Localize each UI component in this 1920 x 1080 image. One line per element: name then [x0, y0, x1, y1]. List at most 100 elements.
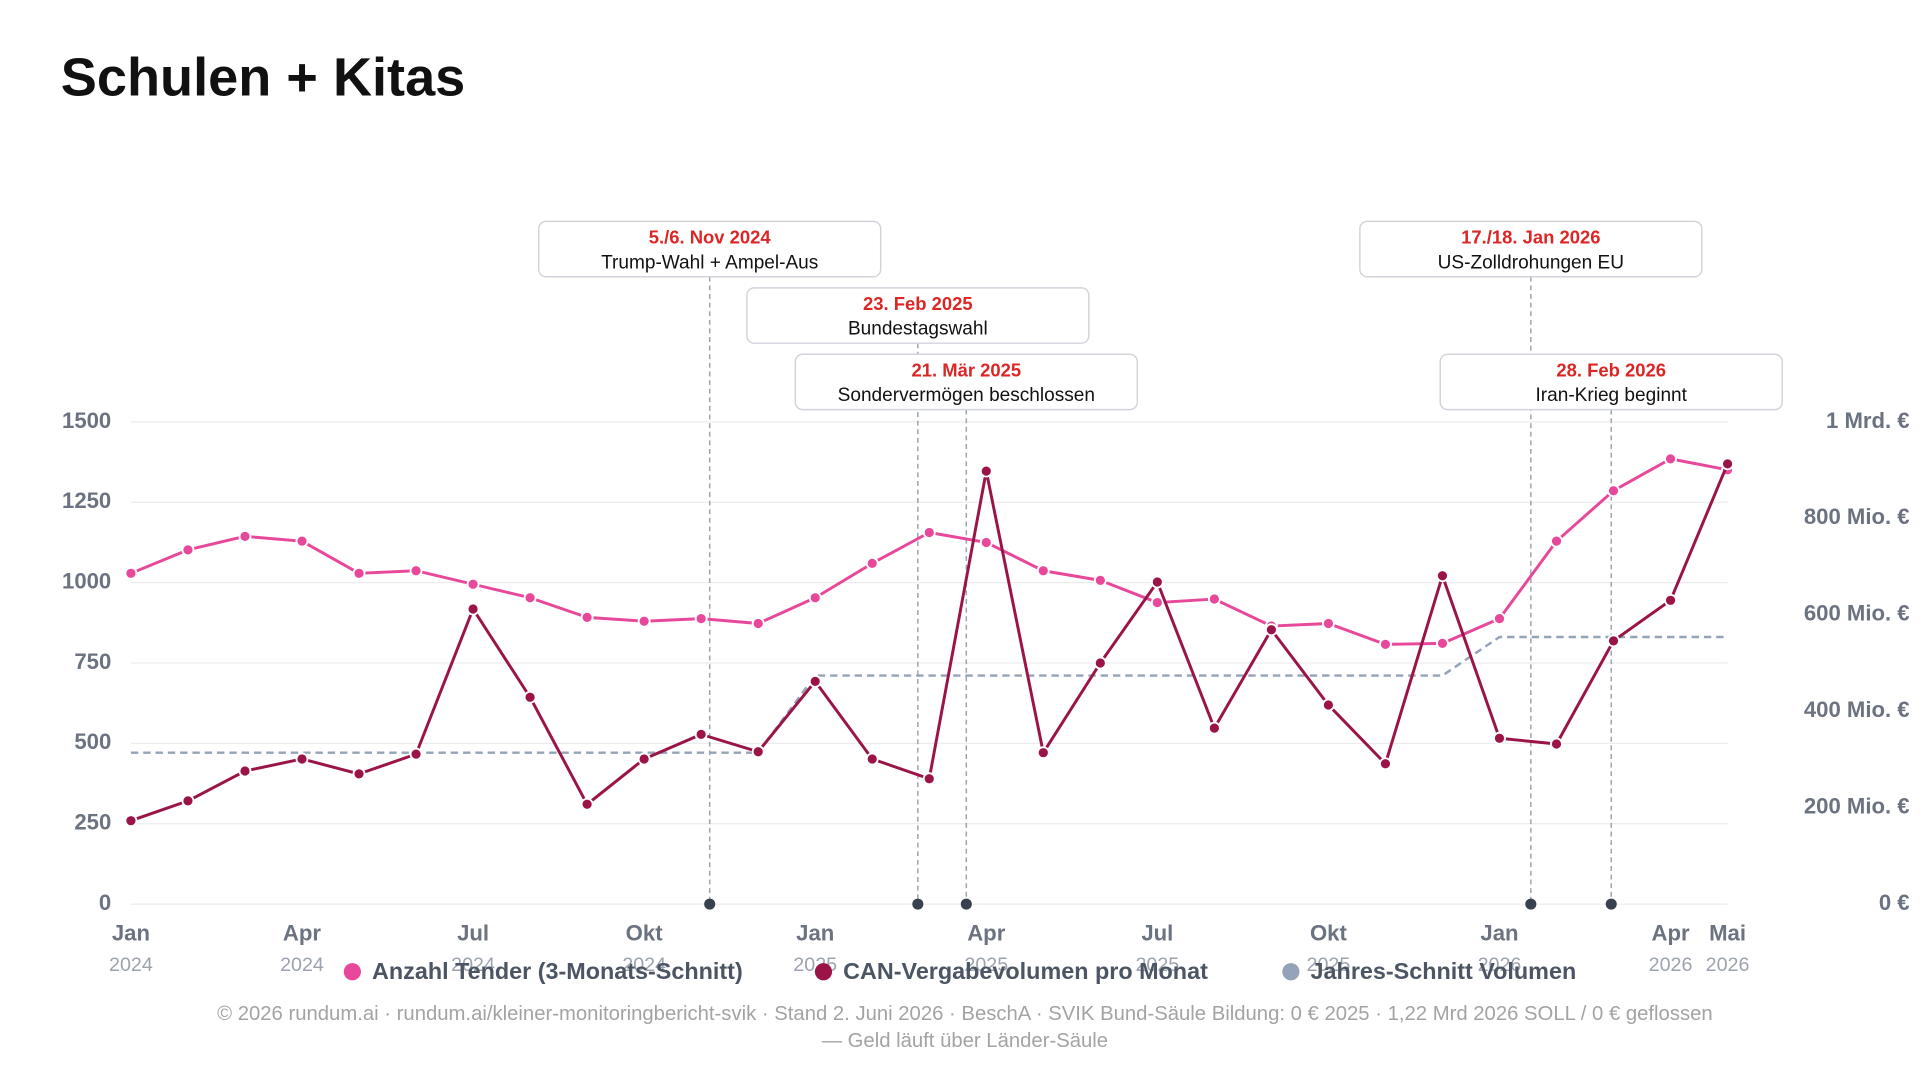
series-point [1550, 737, 1563, 751]
series-point [1378, 637, 1392, 651]
x-tick-year: 2026 [1649, 954, 1693, 976]
series-point [181, 794, 195, 808]
series-point [751, 617, 765, 630]
series-point [409, 747, 423, 761]
series-point [1607, 634, 1620, 648]
series-point [295, 534, 309, 548]
series-point [1664, 452, 1677, 466]
x-tick-label: Apr [283, 921, 321, 946]
series-point [352, 566, 366, 580]
series-point [580, 610, 594, 624]
series-point [580, 797, 594, 811]
y2-tick-label: 0 € [1879, 890, 1910, 915]
series-point [1150, 575, 1164, 589]
event-dot [1525, 898, 1537, 910]
y-tick-label: 1000 [62, 568, 111, 593]
series-point [1207, 592, 1221, 606]
series-point [979, 464, 993, 478]
series-point [1264, 623, 1278, 637]
footer-text: — Geld läuft über Länder-Säule [822, 1030, 1108, 1052]
series-point [865, 556, 879, 570]
x-tick-year: 2024 [109, 954, 153, 976]
event-box [537, 220, 882, 278]
series-point [637, 752, 651, 766]
event-dot [704, 898, 716, 910]
event-date: 28. Feb 2026 [1556, 359, 1666, 380]
event-box [794, 353, 1139, 411]
series-point [466, 577, 480, 591]
event-box [1439, 353, 1783, 411]
x-tick-year: 2026 [1478, 954, 1522, 976]
x-tick-year: 2024 [451, 954, 495, 976]
series-line [130, 457, 1728, 646]
series-point [922, 772, 936, 786]
y-tick-label: 1500 [62, 408, 111, 433]
event-box [746, 287, 1090, 344]
x-tick-label: Jan [1480, 921, 1518, 946]
x-tick-year: 2024 [280, 954, 324, 976]
x-tick-year: 2026 [1706, 954, 1750, 976]
x-tick-year: 2025 [964, 954, 1008, 976]
y-tick-label: 250 [74, 810, 111, 835]
series-point [1036, 564, 1050, 578]
series-point [808, 674, 822, 688]
series-point [808, 591, 822, 605]
series-point [1435, 569, 1449, 583]
series-point [124, 814, 138, 828]
legend-marker [1282, 963, 1300, 981]
legend-label: Anzahl Tender (3-Monats-Schnitt) [372, 958, 743, 984]
series-point [1093, 656, 1107, 670]
series-point [922, 526, 936, 539]
y2-tick-label: 200 Mio. € [1804, 794, 1910, 819]
y2-tick-label: 400 Mio. € [1804, 697, 1910, 722]
series-point [1207, 721, 1221, 735]
y2-tick-label: 1 Mrd. € [1826, 408, 1910, 433]
x-tick-year: 2025 [1307, 954, 1351, 976]
x-tick-year: 2024 [622, 954, 666, 976]
series-line [130, 635, 1728, 754]
event-date: 23. Feb 2025 [863, 293, 973, 314]
series-point [751, 745, 765, 759]
legend-marker [343, 963, 361, 981]
event-label: Bundestagswahl [848, 319, 988, 340]
legend-label: Jahres-Schnitt Volumen [1311, 958, 1577, 984]
series-point [523, 690, 537, 704]
series-point [181, 543, 195, 557]
series-point [1036, 746, 1050, 760]
y2-tick-label: 800 Mio. € [1804, 504, 1910, 529]
series-point [694, 727, 708, 741]
series-point [1493, 731, 1506, 745]
legend-marker [814, 963, 833, 981]
series-point [1435, 636, 1449, 650]
series-point [1607, 484, 1620, 498]
series-point [124, 566, 138, 580]
event-date: 17./18. Jan 2026 [1461, 227, 1600, 248]
series-point [694, 612, 708, 626]
footer-text: © 2026 rundum.ai · rundum.ai/kleiner-mon… [217, 1003, 1713, 1025]
series-point [409, 564, 423, 578]
x-tick-label: Okt [626, 921, 664, 946]
series-point [1093, 573, 1107, 587]
series-point [1550, 534, 1563, 548]
event-label: Trump-Wahl + Ampel-Aus [601, 252, 818, 273]
x-tick-label: Jul [457, 921, 489, 946]
event-label: Sondervermögen beschlossen [838, 385, 1095, 406]
x-tick-label: Mai [1709, 921, 1746, 946]
event-label: Iran-Krieg beginnt [1536, 385, 1688, 406]
series-point [523, 591, 537, 605]
event-date: 5./6. Nov 2024 [649, 227, 772, 248]
series-point [1321, 617, 1335, 630]
event-box [1359, 220, 1703, 278]
series-point [1321, 698, 1335, 712]
event-dot [960, 898, 972, 910]
x-tick-label: Okt [1310, 921, 1348, 946]
legend-label: CAN-Vergabevolumen pro Monat [843, 958, 1208, 984]
x-tick-label: Apr [1651, 921, 1689, 946]
series-point [238, 529, 252, 543]
y2-tick-label: 600 Mio. € [1804, 601, 1910, 626]
y-tick-label: 750 [74, 649, 111, 674]
series-point [865, 752, 879, 766]
x-tick-year: 2025 [1135, 954, 1179, 976]
x-tick-label: Apr [967, 921, 1005, 946]
